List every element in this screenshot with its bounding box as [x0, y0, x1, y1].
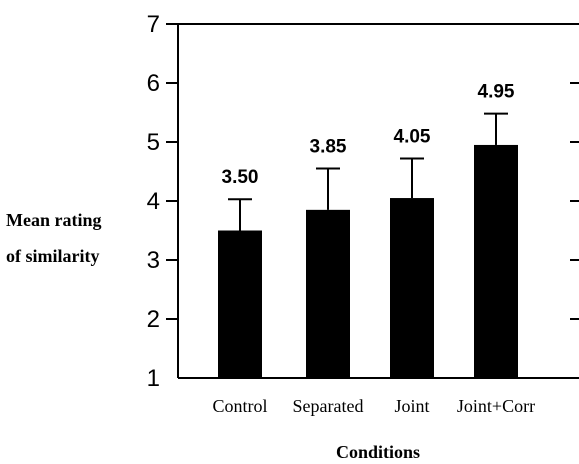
y-axis-title-line-1: Mean rating [6, 210, 101, 230]
x-tick-label: Joint+Corr [457, 396, 535, 416]
y-tick-label: 4 [147, 188, 160, 215]
y-tick-label: 7 [147, 11, 160, 38]
y-axis-title-line-2: of similarity [6, 246, 99, 266]
bar-value-label: 3.50 [222, 167, 259, 188]
bars [218, 144, 518, 378]
x-axis-title: Conditions [336, 442, 420, 462]
bar-value-label: 3.85 [310, 137, 347, 158]
x-tick-label: Joint [394, 396, 429, 416]
x-tick-label: Separated [293, 396, 364, 416]
bar-value-label: 4.95 [478, 82, 515, 103]
bar-value-label: 4.05 [394, 127, 431, 148]
bar [474, 144, 518, 378]
y-tick-label: 6 [147, 70, 160, 97]
bar [390, 198, 434, 378]
bar [218, 230, 262, 378]
y-axis-ticks: 1 2 3 4 5 6 7 [147, 11, 579, 392]
y-tick-label: 5 [147, 129, 160, 156]
x-axis-tick-labels: Control Separated Joint Joint+Corr [212, 396, 535, 416]
x-tick-label: Control [212, 396, 267, 416]
y-tick-label: 1 [147, 365, 160, 392]
y-tick-label: 2 [147, 306, 160, 333]
y-axis-title: Mean rating of similarity [6, 210, 101, 266]
error-bars [228, 112, 508, 231]
value-labels: 3.50 3.85 4.05 4.95 [222, 82, 515, 189]
y-tick-label: 3 [147, 247, 160, 274]
bar [306, 209, 350, 378]
